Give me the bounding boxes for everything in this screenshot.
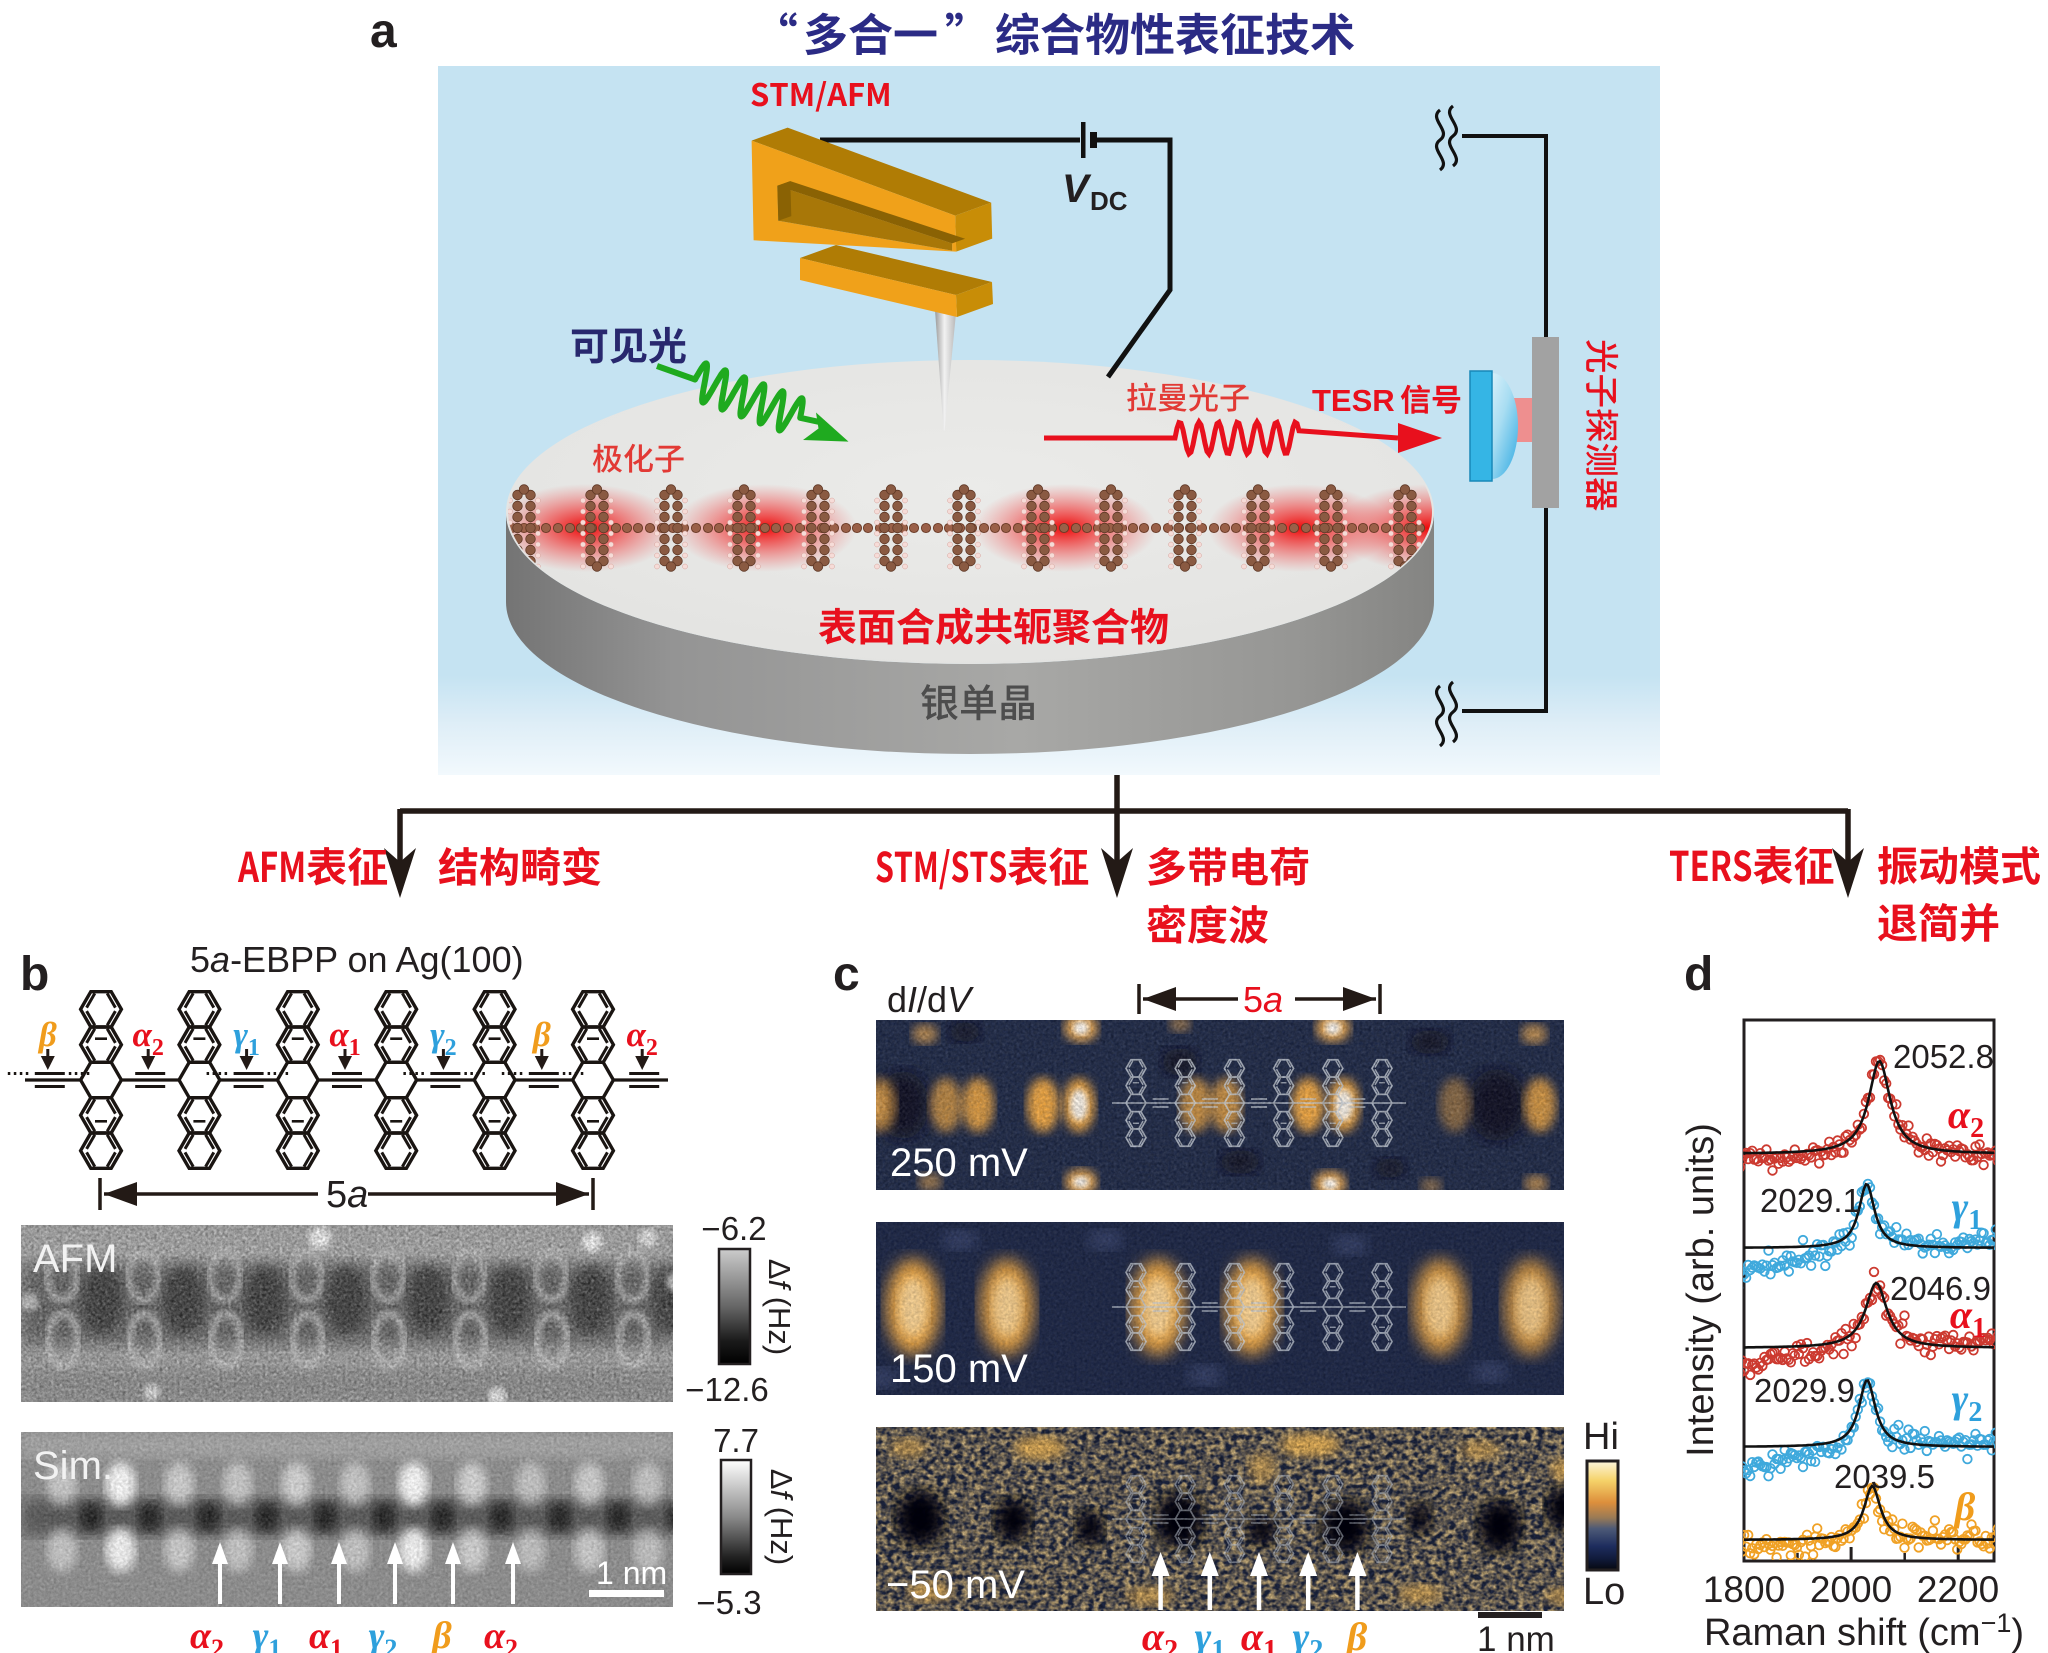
svg-text:α2: α2 — [484, 1615, 518, 1653]
svg-text:Hi: Hi — [1583, 1416, 1619, 1458]
svg-text:Δf (Hz): Δf (Hz) — [764, 1469, 799, 1566]
svg-text:150 mV: 150 mV — [890, 1347, 1028, 1391]
svg-text:β: β — [430, 1615, 452, 1653]
svg-text:γ2: γ2 — [1293, 1614, 1324, 1653]
svg-text:α2: α2 — [190, 1615, 224, 1653]
svg-text:β: β — [37, 1015, 57, 1054]
svg-text:Δf (Hz): Δf (Hz) — [762, 1259, 797, 1356]
svg-text:7.7: 7.7 — [713, 1422, 759, 1459]
svg-text:−50 mV: −50 mV — [886, 1563, 1025, 1607]
svg-text:2200: 2200 — [1917, 1569, 1999, 1610]
svg-text:250 mV: 250 mV — [890, 1141, 1028, 1185]
svg-text:α1: α1 — [1241, 1614, 1277, 1653]
svg-text:V: V — [1062, 167, 1092, 211]
svg-text:Intensity (arb. units): Intensity (arb. units) — [1680, 1123, 1722, 1457]
svg-text:Raman shift (cm−1): Raman shift (cm−1) — [1704, 1608, 2024, 1653]
svg-text:5a: 5a — [326, 1174, 368, 1216]
svg-text:α1: α1 — [309, 1615, 343, 1653]
svg-text:1 nm: 1 nm — [596, 1555, 667, 1591]
svg-text:α1: α1 — [1950, 1292, 1986, 1344]
svg-text:5a: 5a — [1243, 979, 1283, 1020]
svg-text:2029.9: 2029.9 — [1754, 1372, 1855, 1409]
svg-text:−6.2: −6.2 — [701, 1210, 766, 1247]
svg-text:d: d — [1684, 948, 1713, 1001]
svg-text:2039.5: 2039.5 — [1834, 1458, 1935, 1495]
svg-text:c: c — [833, 948, 860, 1001]
svg-text:TESR: TESR — [1312, 383, 1395, 418]
svg-text:γ1: γ1 — [253, 1615, 282, 1653]
svg-text:a: a — [370, 5, 397, 58]
svg-text:γ2: γ2 — [369, 1615, 398, 1653]
svg-text:b: b — [20, 948, 49, 1001]
svg-text:−5.3: −5.3 — [696, 1584, 761, 1621]
svg-text:α2: α2 — [1142, 1614, 1178, 1653]
svg-text:β: β — [1345, 1614, 1368, 1653]
svg-text:α2: α2 — [1948, 1092, 1984, 1144]
svg-text:AFM: AFM — [33, 1237, 117, 1281]
svg-text:Lo: Lo — [1583, 1571, 1625, 1613]
svg-text:5a-EBPP on Ag(100): 5a-EBPP on Ag(100) — [190, 939, 524, 980]
svg-text:2000: 2000 — [1810, 1569, 1892, 1610]
svg-text:γ1: γ1 — [1195, 1614, 1226, 1653]
svg-text:DC: DC — [1090, 186, 1128, 216]
svg-text:Sim.: Sim. — [33, 1444, 113, 1488]
svg-text:γ1: γ1 — [1952, 1184, 1983, 1236]
svg-text:β: β — [531, 1015, 551, 1054]
svg-text:2046.9: 2046.9 — [1890, 1270, 1991, 1307]
svg-text:γ2: γ2 — [1952, 1376, 1983, 1428]
svg-text:β: β — [1953, 1484, 1976, 1529]
svg-text:1800: 1800 — [1703, 1569, 1785, 1610]
svg-text:2029.1: 2029.1 — [1760, 1182, 1861, 1219]
svg-text:dI/dV: dI/dV — [887, 979, 974, 1020]
svg-text:1 nm: 1 nm — [1477, 1620, 1555, 1653]
svg-text:2052.8: 2052.8 — [1893, 1038, 1994, 1075]
svg-text:−12.6: −12.6 — [685, 1371, 769, 1408]
